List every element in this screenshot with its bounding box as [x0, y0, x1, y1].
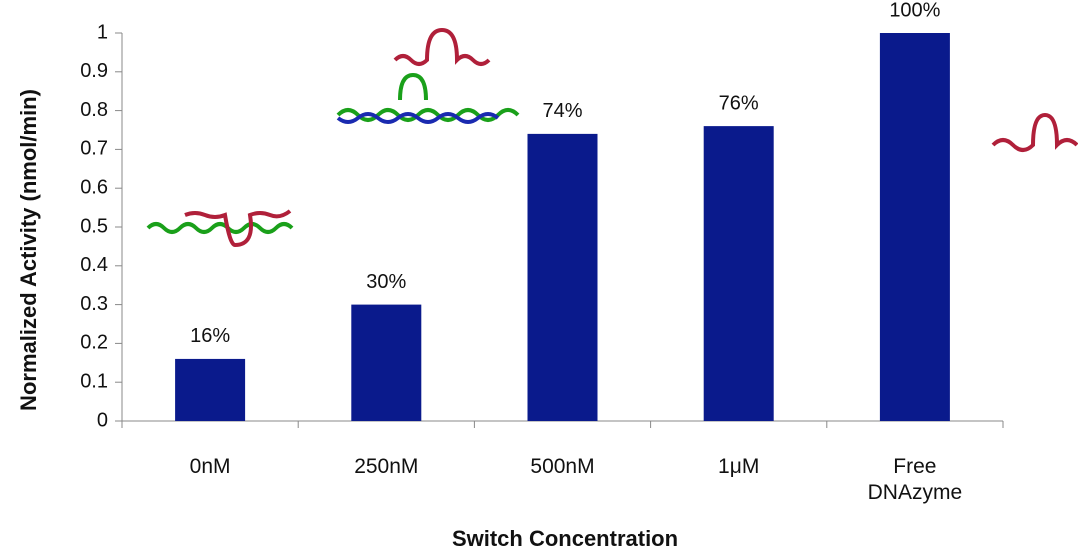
data-label: 100% [889, 0, 940, 21]
y-tick-label: 0.5 [80, 215, 108, 237]
x-tick-label: Free DNAzyme [867, 455, 963, 504]
y-axis-title: Normalized Activity (nmol/min) [16, 89, 41, 411]
y-tick-label: 0.2 [80, 332, 108, 354]
x-axis-title: Switch Concentration [452, 526, 678, 551]
y-tick-label: 0.4 [80, 254, 108, 276]
bar [175, 358, 246, 421]
data-label: 16% [190, 325, 230, 347]
y-tick-label: 1 [97, 21, 108, 43]
bar [703, 126, 774, 422]
y-tick-label: 0.6 [80, 176, 108, 198]
data-label: 74% [542, 100, 582, 122]
y-tick-label: 0.9 [80, 60, 108, 82]
x-tick-label: 0nM [189, 455, 231, 478]
x-tick-label: 250nM [354, 455, 419, 478]
y-tick-label: 0.7 [80, 138, 108, 160]
bar [351, 304, 422, 421]
data-label: 76% [719, 92, 759, 114]
x-tick-label: 1μM [718, 455, 760, 478]
y-tick-label: 0.3 [80, 293, 108, 315]
y-tick-label: 0.1 [80, 370, 108, 392]
bar [879, 33, 950, 421]
bar [527, 133, 598, 421]
dna-illustrations [146, 27, 1078, 248]
data-label: 30% [366, 271, 406, 293]
y-tick-label: 0.8 [80, 99, 108, 121]
x-tick-label: 500nM [530, 455, 595, 478]
y-tick-label: 0 [97, 409, 108, 431]
